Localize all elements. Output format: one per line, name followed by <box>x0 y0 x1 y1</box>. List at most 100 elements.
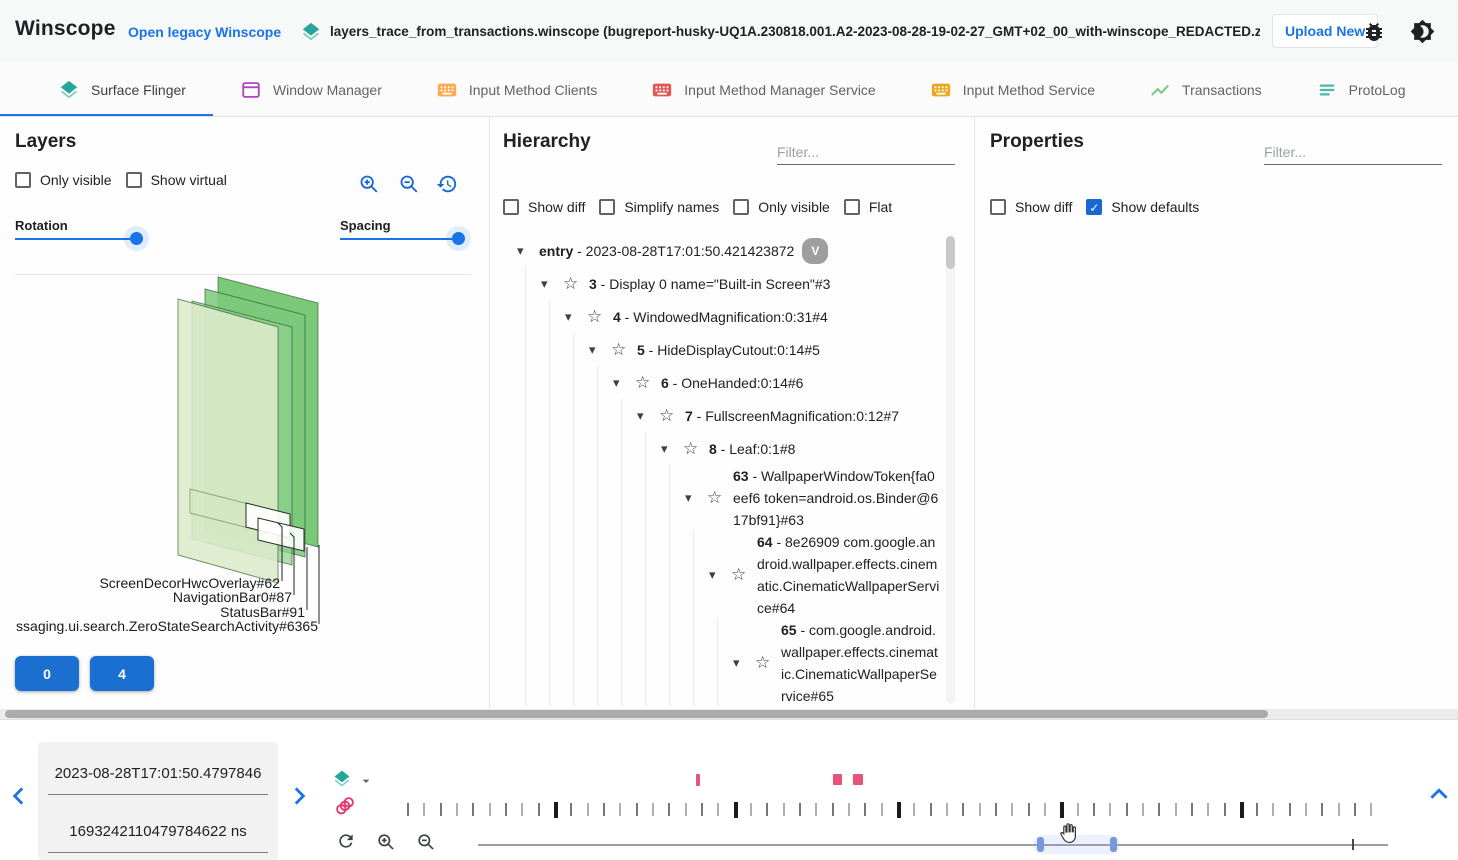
tab-window-manager[interactable]: Window Manager <box>213 62 409 116</box>
checkbox-flat[interactable]: Flat <box>843 199 892 215</box>
tab-input-method-service[interactable]: Input Method Service <box>903 62 1122 116</box>
hierarchy-filter-input[interactable] <box>777 140 955 165</box>
checkbox-simplify-names[interactable]: Simplify names <box>599 199 719 215</box>
pin-star-icon[interactable]: ☆ <box>563 273 579 293</box>
collapse-caret-icon[interactable]: ▾ <box>565 308 572 324</box>
bug-report-icon[interactable] <box>1362 20 1386 44</box>
tab-transitions[interactable]: Transitions <box>1432 62 1458 116</box>
collapse-caret-icon[interactable]: ▾ <box>733 655 740 670</box>
tree-node[interactable]: ▾ ☆ 64 - 8e26909 com.google.android.wallpa… <box>505 531 946 619</box>
pin-star-icon[interactable]: ☆ <box>635 372 651 392</box>
checkbox-show-diff[interactable]: Show diff <box>503 199 585 215</box>
collapse-caret-icon[interactable]: ▾ <box>637 407 644 423</box>
hierarchy-scrollbar[interactable] <box>946 236 955 704</box>
checkbox-show-diff[interactable]: Show diff <box>990 199 1072 215</box>
checkbox-box[interactable] <box>125 172 142 188</box>
checkbox-box[interactable] <box>15 172 31 188</box>
collapse-caret-icon[interactable]: ▾ <box>613 374 620 390</box>
trace-dropdown-caret-icon[interactable] <box>358 773 374 789</box>
checkbox-box[interactable] <box>733 199 750 215</box>
pin-star-icon[interactable]: ☆ <box>659 405 675 425</box>
pin-star-icon[interactable]: ☆ <box>731 565 747 584</box>
rotation-slider-thumb[interactable] <box>130 232 143 245</box>
reset-zoom-icon[interactable] <box>436 173 458 195</box>
tree-node[interactable]: ▾ ☆ 5 - HideDisplayCutout:0:14#5 <box>505 333 946 366</box>
tree-node[interactable]: ▾ entry - 2023-08-28T17:01:50.421423872 V <box>505 234 946 267</box>
next-entry-icon[interactable] <box>286 783 312 809</box>
timeline-tick <box>798 803 801 816</box>
collapse-caret-icon[interactable]: ▾ <box>661 440 668 456</box>
layer-label[interactable]: ScreenDecorHwcOverlay#62 <box>99 575 280 591</box>
checkbox-only-visible[interactable]: Only visible <box>733 199 830 215</box>
zoom-in-icon[interactable] <box>358 173 380 195</box>
tree-node[interactable]: ▾ ☆ 63 - WallpaperWindowToken{fa0eef6 toke… <box>505 465 946 531</box>
pin-star-icon[interactable]: ☆ <box>611 339 627 359</box>
zoom-out-icon[interactable] <box>398 173 420 195</box>
transition-mark[interactable] <box>853 774 863 785</box>
open-legacy-winscope-link[interactable]: Open legacy Winscope <box>128 24 282 40</box>
tab-transactions[interactable]: Transactions <box>1122 62 1289 116</box>
hierarchy-scrollbar-thumb[interactable] <box>946 236 955 269</box>
display-nav-button-0[interactable]: 0 <box>15 656 79 691</box>
checkbox-show-defaults[interactable]: ✓ Show defaults <box>1086 199 1199 215</box>
tree-node[interactable]: ▾ ☆ 6 - OneHanded:0:14#6 <box>505 366 946 399</box>
checkbox-box[interactable] <box>503 199 519 215</box>
timeline-zoom-out-icon[interactable] <box>416 832 436 852</box>
transitions-trace-icon[interactable] <box>334 795 356 817</box>
checkbox-show-virtual[interactable]: Show virtual <box>125 172 227 188</box>
collapse-caret-icon[interactable]: ▾ <box>589 341 596 357</box>
collapse-caret-icon[interactable]: ▾ <box>685 490 692 505</box>
layer-slab[interactable] <box>257 517 305 552</box>
timeline-range-track[interactable] <box>478 844 1388 846</box>
pin-star-icon[interactable]: ☆ <box>755 653 771 672</box>
tab-input-method-manager-service[interactable]: Input Method Manager Service <box>624 62 902 116</box>
timeline-tick <box>684 803 687 816</box>
tab-surface-flinger[interactable]: Surface Flinger <box>0 62 213 116</box>
previous-entry-icon[interactable] <box>6 783 32 809</box>
checkbox-box[interactable] <box>843 199 860 215</box>
tree-node[interactable]: ▾ ☆ 4 - WindowedMagnification:0:31#4 <box>505 300 946 333</box>
surface-flinger-trace-icon[interactable] <box>332 769 352 789</box>
timeline-tick <box>1223 803 1226 816</box>
layer-label[interactable]: StatusBar#91 <box>220 604 305 620</box>
tab-protolog[interactable]: ProtoLog <box>1289 62 1433 116</box>
transition-mark[interactable] <box>833 774 842 785</box>
timestamp-ns-field[interactable]: 1693242110479784622 ns <box>69 823 247 840</box>
spacing-slider[interactable] <box>340 232 465 246</box>
timeline-tick <box>831 803 834 816</box>
layer-label[interactable]: NavigationBar0#87 <box>173 589 292 605</box>
timeline-zoom-in-icon[interactable] <box>376 832 396 852</box>
horizontal-scrollbar-thumb[interactable] <box>5 710 1268 718</box>
pin-star-icon[interactable]: ☆ <box>683 438 699 458</box>
range-handle-left[interactable] <box>1037 837 1044 852</box>
properties-filter-input[interactable] <box>1264 140 1442 165</box>
layer-label[interactable]: ssaging.ui.search.ZeroStateSearchActivit… <box>16 618 318 634</box>
pin-star-icon[interactable]: ☆ <box>707 488 723 507</box>
pin-star-icon[interactable]: ☆ <box>587 306 603 326</box>
checkbox-box[interactable] <box>599 199 616 215</box>
upload-new-button[interactable]: Upload New <box>1272 14 1379 48</box>
tab-label: Surface Flinger <box>91 81 186 98</box>
tree-node[interactable]: ▾ ☆ 3 - Display 0 name="Built-in Screen"#3 <box>505 267 946 300</box>
spacing-slider-thumb[interactable] <box>452 232 465 245</box>
dark-mode-icon[interactable] <box>1410 19 1435 44</box>
layers-3d-view[interactable]: ScreenDecorHwcOverlay#62NavigationBar0#8… <box>0 275 489 647</box>
tree-node[interactable]: ▾ ☆ 65 - com.google.android.wallpaper.effe… <box>505 619 946 706</box>
checkbox-box[interactable]: ✓ <box>1086 199 1103 215</box>
timestamp-human-field[interactable]: 2023-08-28T17:01:50.4797846 <box>54 765 262 782</box>
refresh-icon[interactable] <box>336 831 356 851</box>
collapse-caret-icon[interactable]: ▾ <box>541 275 548 291</box>
collapse-caret-icon[interactable]: ▾ <box>517 242 524 258</box>
tab-input-method-clients[interactable]: Input Method Clients <box>409 62 624 116</box>
expand-timeline-icon[interactable] <box>1426 781 1452 807</box>
transition-mark[interactable] <box>696 774 700 786</box>
checkbox-only-visible[interactable]: Only visible <box>15 172 112 188</box>
tree-node[interactable]: ▾ ☆ 7 - FullscreenMagnification:0:12#7 <box>505 399 946 432</box>
collapse-caret-icon[interactable]: ▾ <box>709 567 716 582</box>
checkbox-box[interactable] <box>990 199 1006 215</box>
tree-node[interactable]: ▾ ☆ 8 - Leaf:0:1#8 <box>505 432 946 465</box>
display-nav-button-4[interactable]: 4 <box>90 656 154 691</box>
rotation-slider[interactable] <box>15 232 143 246</box>
range-handle-right[interactable] <box>1110 837 1117 852</box>
timeline-tick <box>1207 803 1210 816</box>
